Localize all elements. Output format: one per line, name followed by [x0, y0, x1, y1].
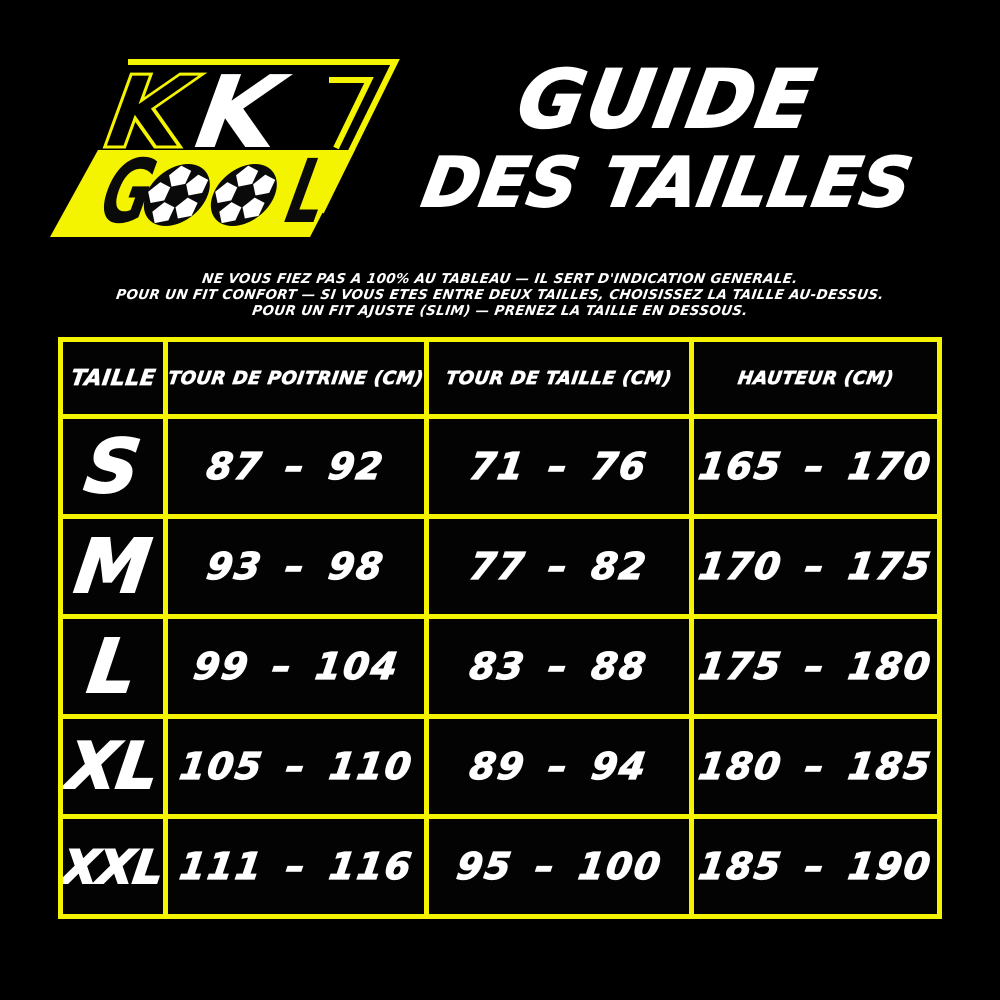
table-row-m-chest: 93 – 98: [168, 519, 424, 614]
brand-logo: K K G L: [50, 53, 400, 243]
table-row-xl-size: XL: [63, 719, 163, 814]
table-header-waist: TOUR DE TAILLE (CM): [429, 342, 689, 414]
table-row-s-height: 165 – 170: [694, 419, 937, 514]
table-row-m-height: 170 – 175: [694, 519, 937, 614]
size-table: TAILLE TOUR DE POITRINE (CM) TOUR DE TAI…: [58, 337, 942, 919]
table-header-height: HAUTEUR (CM): [694, 342, 937, 414]
table-header-chest: TOUR DE POITRINE (CM): [168, 342, 424, 414]
table-row-l-waist: 83 – 88: [429, 619, 689, 714]
table-row-xl-chest: 105 – 110: [168, 719, 424, 814]
page-title: GUIDE DES TAILLES: [395, 52, 940, 224]
disclaimer-line-2: POUR UN FIT CONFORT — SI VOUS ETES ENTRE…: [115, 287, 885, 303]
table-row-xl-height: 180 – 185: [694, 719, 937, 814]
table-row-xxl-waist: 95 – 100: [429, 819, 689, 914]
logo-seven-shape: [329, 77, 374, 150]
table-row-l-height: 175 – 180: [694, 619, 937, 714]
table-row-xxl-chest: 111 – 116: [168, 819, 424, 914]
page-title-line2: DES TAILLES: [416, 143, 920, 224]
table-row-xl-waist: 89 – 94: [429, 719, 689, 814]
table-row-s-chest: 87 – 92: [168, 419, 424, 514]
table-header-size: TAILLE: [63, 342, 163, 414]
disclaimer-line-3: POUR UN FIT AJUSTE (SLIM) — PRENEZ LA TA…: [251, 303, 749, 319]
table-row-m-size: M: [63, 519, 163, 614]
table-row-m-waist: 77 – 82: [429, 519, 689, 614]
page-title-line1: GUIDE: [510, 52, 825, 147]
table-row-l-chest: 99 – 104: [168, 619, 424, 714]
table-row-s-size: S: [63, 419, 163, 514]
table-row-xxl-size: XXL: [63, 819, 163, 914]
table-row-xxl-height: 185 – 190: [694, 819, 937, 914]
disclaimer-line-1: NE VOUS FIEZ PAS A 100% AU TABLEAU — IL …: [201, 271, 799, 287]
disclaimer: NE VOUS FIEZ PAS A 100% AU TABLEAU — IL …: [0, 271, 1000, 319]
table-row-l-size: L: [63, 619, 163, 714]
table-row-s-waist: 71 – 76: [429, 419, 689, 514]
